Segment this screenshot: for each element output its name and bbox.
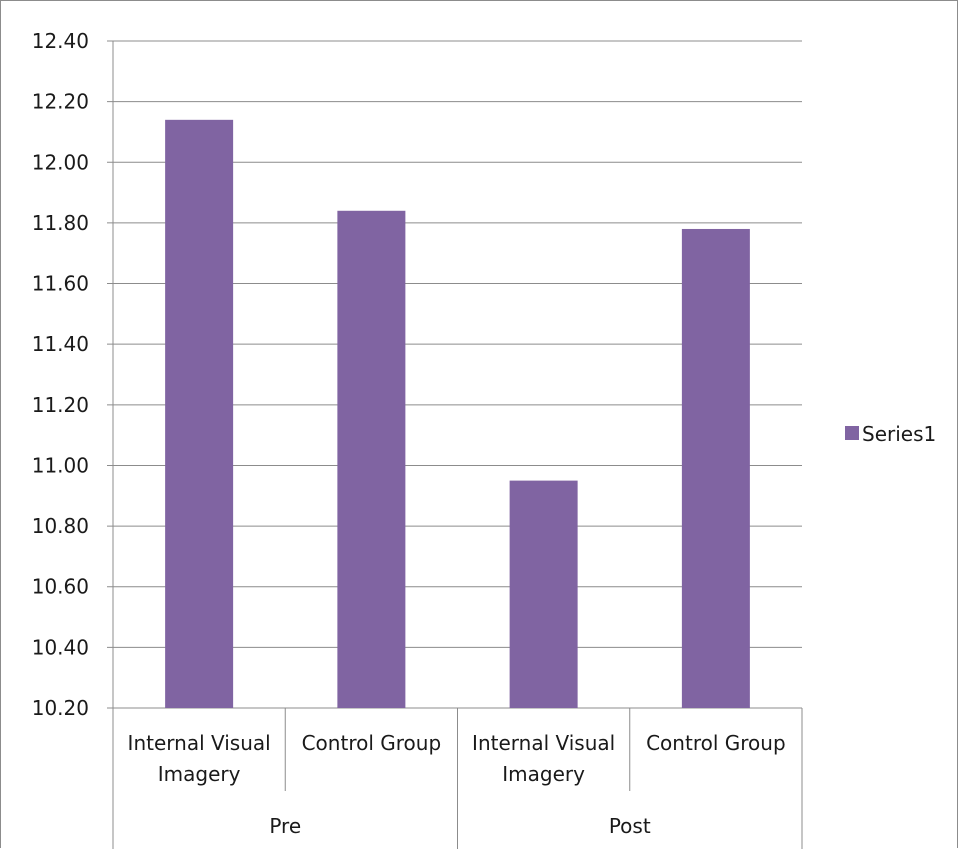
y-tick-label: 11.20 [32,393,89,417]
y-tick-label: 10.40 [32,635,89,659]
y-tick-label: 11.00 [32,453,89,477]
x-category-label: Internal Visual [128,731,271,755]
x-category-label: Imagery [158,762,241,786]
bar [337,210,406,709]
x-category-label: Control Group [302,731,442,755]
y-tick-label: 12.20 [32,90,89,114]
y-tick-label: 11.40 [32,332,89,356]
bars [165,119,750,709]
x-category-label: Internal Visual [472,731,615,755]
y-tick-label: 10.20 [32,696,89,720]
x-category-label: Imagery [502,762,585,786]
legend-swatch [845,426,859,440]
y-axis-tick-labels: 10.20 10.40 10.60 10.80 11.00 11.20 11.40 11.60… [32,29,89,720]
x-axis-category-labels: Internal Visual Imagery Control Group Inter… [128,731,786,838]
y-tick-label: 12.00 [32,150,89,174]
x-category-label: Control Group [646,731,786,755]
y-tick-label: 10.60 [32,575,89,599]
bar [165,119,234,708]
x-group-label: Pre [269,814,301,838]
bar [509,480,578,708]
y-tick-label: 11.60 [32,272,89,296]
x-group-label: Post [609,814,651,838]
bar [681,228,750,709]
y-tick-label: 12.40 [32,29,89,53]
axes [112,41,803,849]
y-tick-label: 11.80 [32,211,89,235]
y-tick-label: 10.80 [32,514,89,538]
legend-label: Series1 [862,422,936,446]
legend: Series1 [845,422,936,446]
